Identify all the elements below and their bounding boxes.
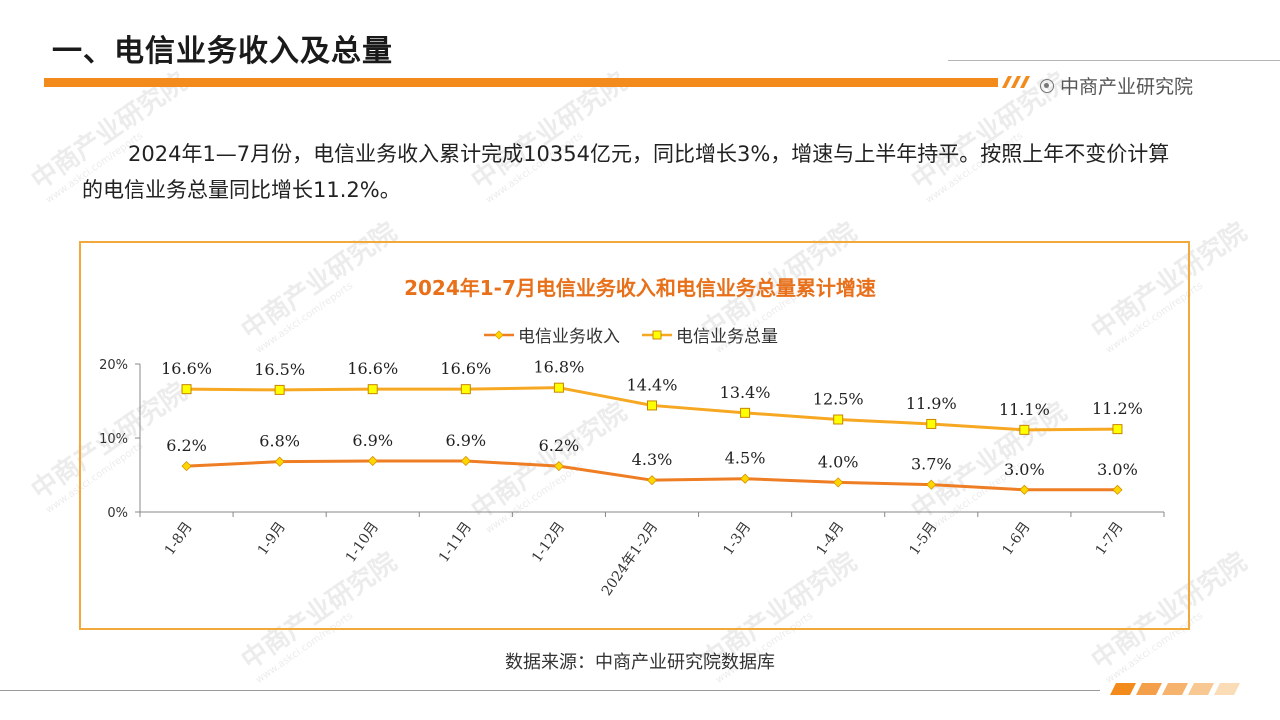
x-tick-label: 1-3月 — [720, 519, 754, 558]
data-point — [833, 477, 844, 488]
data-label: 16.6% — [347, 359, 398, 378]
data-label: 6.9% — [445, 431, 486, 450]
y-tick-label: 20% — [99, 358, 128, 373]
legend-label: 电信业务收入 — [518, 327, 620, 347]
data-label: 4.5% — [725, 449, 766, 468]
data-point — [646, 475, 658, 486]
data-label: 14.4% — [627, 375, 678, 394]
data-label: 6.2% — [166, 436, 207, 455]
data-point — [1019, 484, 1030, 495]
data-point — [553, 461, 564, 472]
data-point — [181, 461, 192, 472]
brand-text: 中商产业研究院 — [1060, 76, 1194, 98]
data-point — [367, 384, 378, 395]
chart-title: 2024年1-7月电信业务收入和电信业务总量累计增速 — [404, 276, 876, 300]
data-label: 6.8% — [259, 432, 300, 451]
data-label: 16.6% — [161, 359, 212, 378]
data-label: 6.9% — [352, 431, 393, 450]
x-tick-label: 2024年1-2月 — [599, 519, 662, 599]
data-label: 3.0% — [1097, 460, 1138, 479]
data-label: 16.8% — [533, 358, 584, 377]
x-tick-label: 1-7月 — [1093, 519, 1127, 558]
x-tick-label: 1-8月 — [162, 519, 196, 558]
slash-decoration — [1110, 683, 1240, 695]
data-point — [926, 479, 937, 490]
page-title: 一、电信业务收入及总量 — [52, 34, 393, 69]
data-source: 数据来源：中商产业研究院数据库 — [505, 652, 775, 673]
x-tick-label: 1-6月 — [1000, 519, 1034, 558]
footer-divider — [0, 690, 1100, 691]
data-point — [181, 384, 192, 395]
y-tick-label: 0% — [107, 506, 128, 521]
data-point — [460, 384, 471, 395]
brand-label: 中商产业研究院 — [1040, 72, 1193, 99]
data-label: 12.5% — [813, 390, 864, 409]
data-label: 4.3% — [632, 450, 673, 469]
data-point — [1112, 424, 1123, 435]
data-label: 6.2% — [539, 436, 580, 455]
x-tick-label: 1-12月 — [529, 519, 568, 565]
data-point — [274, 456, 285, 467]
data-point — [274, 384, 285, 395]
legend-line-diamond-icon — [484, 329, 514, 340]
x-tick-label: 1-5月 — [906, 519, 940, 558]
data-point — [1112, 484, 1123, 495]
target-icon — [1040, 78, 1054, 93]
data-point — [926, 418, 937, 429]
data-point — [1019, 424, 1030, 435]
title-accent-bar — [44, 78, 998, 87]
chart-frame — [79, 241, 1190, 630]
y-tick-label: 10% — [99, 432, 128, 447]
summary-paragraph: 2024年1—7月份，电信业务收入累计完成10354亿元，同比增长3%，增速与上… — [82, 142, 1170, 202]
data-label: 16.5% — [254, 360, 305, 379]
data-label: 16.6% — [440, 359, 491, 378]
x-tick-label: 1-10月 — [343, 519, 382, 565]
data-label: 13.4% — [720, 383, 771, 402]
chart-legend: 电信业务收入 电信业务总量 — [484, 322, 778, 347]
data-point — [740, 407, 751, 418]
data-point — [460, 455, 471, 467]
data-point — [833, 414, 844, 425]
data-label: 4.0% — [818, 452, 859, 471]
header-divider — [948, 60, 1280, 61]
data-label: 11.1% — [999, 400, 1050, 419]
data-point — [647, 400, 657, 411]
legend-line-square-icon — [642, 330, 672, 339]
x-tick-label: 1-9月 — [255, 519, 289, 558]
x-tick-label: 1-11月 — [436, 519, 475, 565]
data-label: 3.7% — [911, 455, 952, 474]
legend-item-revenue: 电信业务收入 — [484, 322, 620, 347]
data-point — [553, 382, 564, 393]
legend-label: 电信业务总量 — [676, 327, 778, 347]
data-label: 11.2% — [1092, 399, 1143, 418]
slash-decoration — [1002, 76, 1030, 88]
data-point — [740, 473, 751, 484]
data-point — [367, 455, 378, 467]
x-tick-label: 1-4月 — [813, 519, 847, 558]
data-label: 11.9% — [906, 394, 957, 413]
legend-item-total: 电信业务总量 — [642, 322, 778, 347]
data-label: 3.0% — [1004, 460, 1045, 479]
